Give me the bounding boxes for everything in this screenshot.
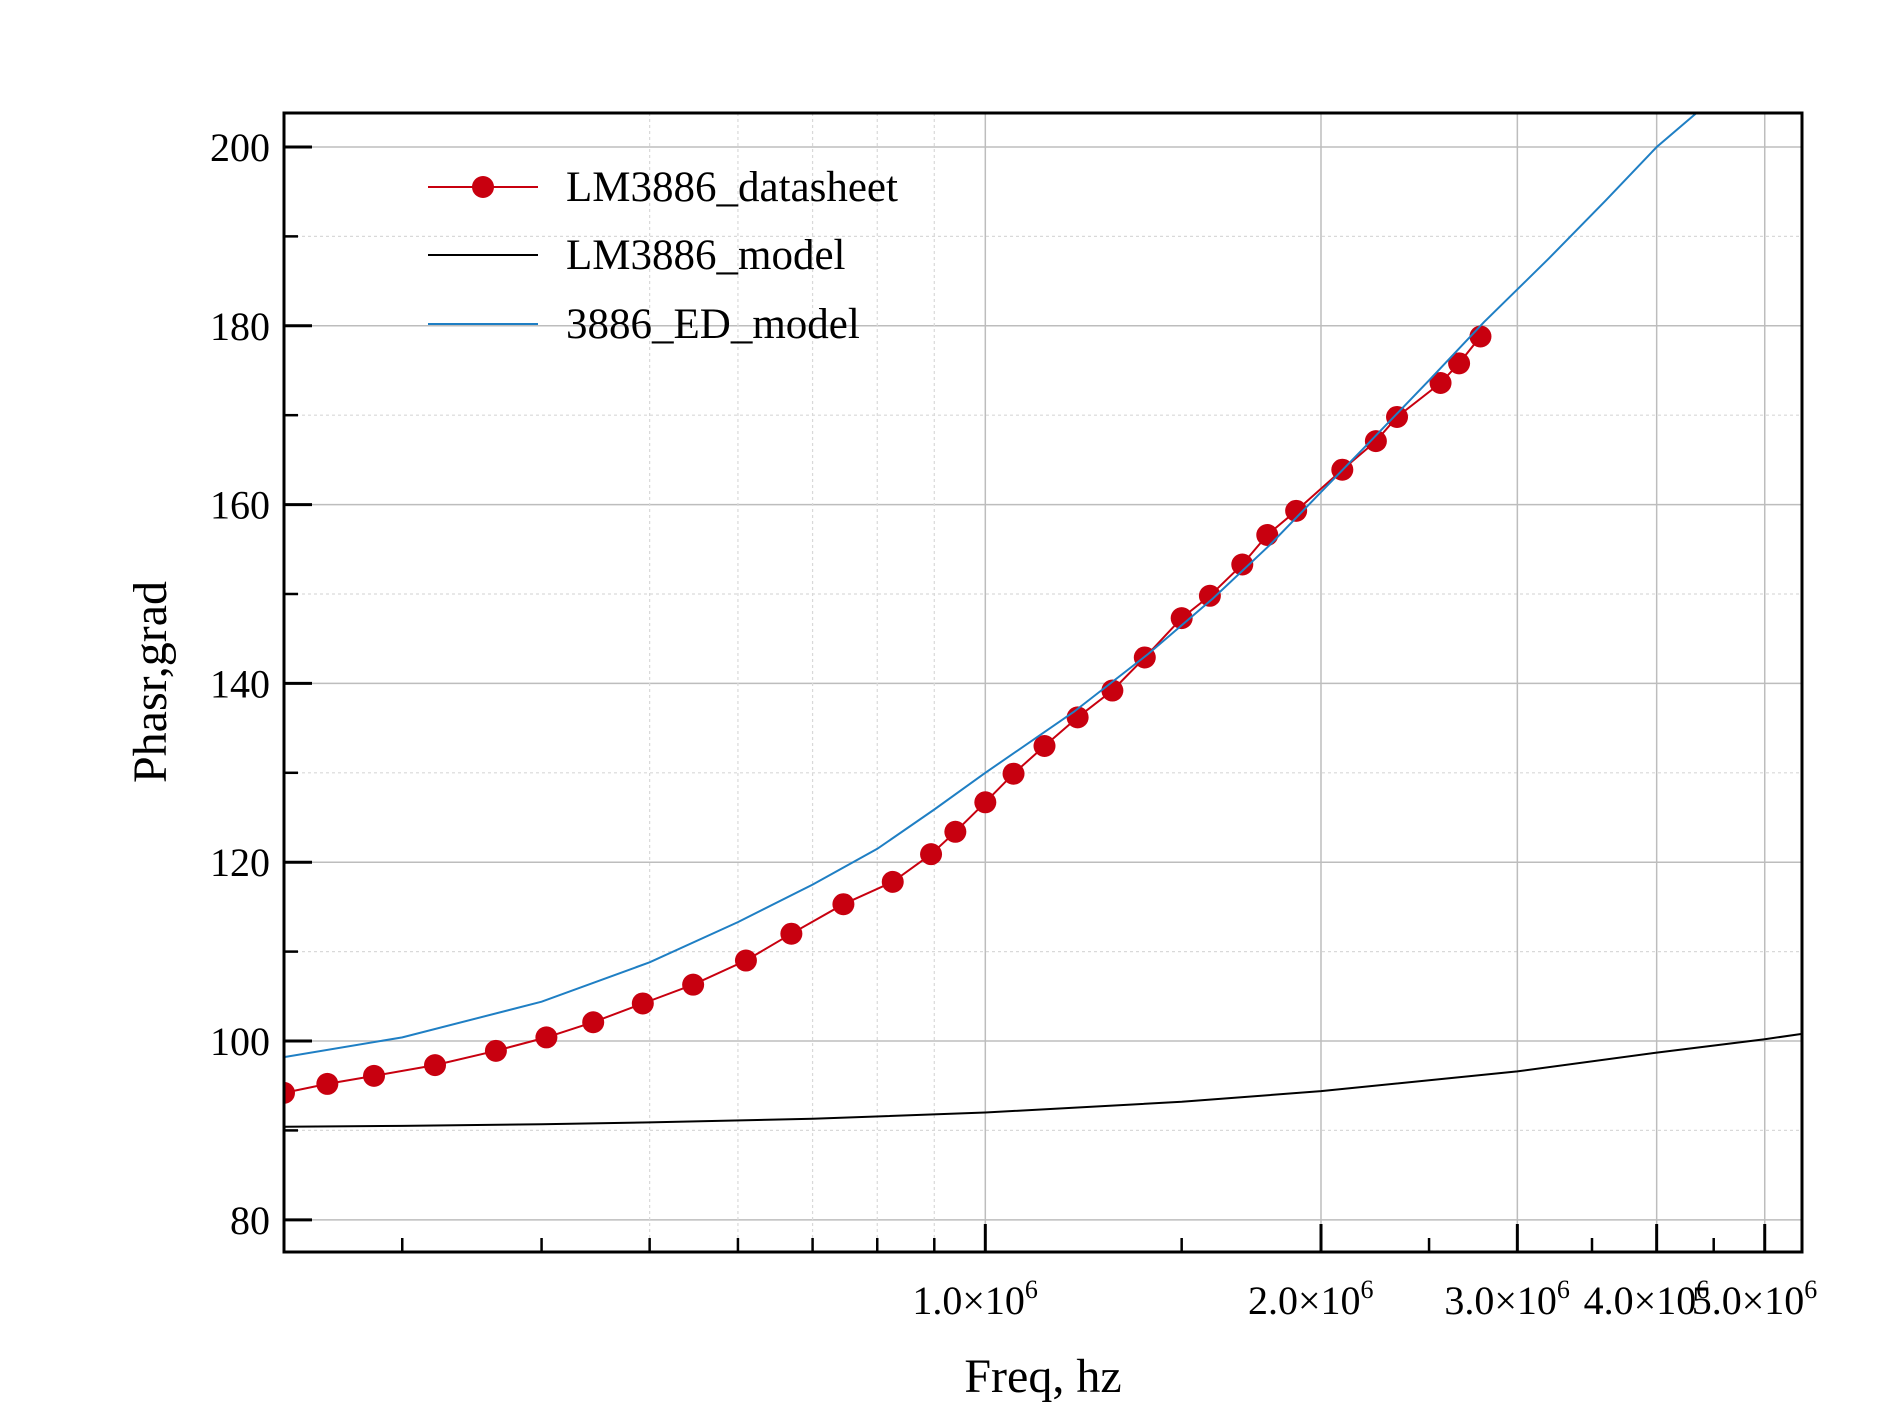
data-point-LM3886_datasheet — [734, 949, 757, 972]
x-tick-label: 2.0×106 — [1248, 1275, 1374, 1323]
x-tick-label: 1.0×106 — [912, 1275, 1038, 1323]
x-axis-title: Freq, hz — [964, 1350, 1121, 1403]
tick-label-layer: 80 100 120 140 160 180 200 1.0×106 2.0×106 3.0×10… — [210, 125, 1817, 1323]
data-point-LM3886_datasheet — [316, 1072, 339, 1095]
grid-layer — [284, 113, 1802, 1252]
data-point-LM3886_datasheet — [920, 843, 943, 866]
x-tick-label: 5.0×106 — [1692, 1275, 1818, 1323]
series-layer — [284, 113, 1802, 1128]
data-point-LM3886_datasheet — [535, 1026, 558, 1049]
data-point-LM3886_datasheet — [682, 973, 705, 996]
series-line-3886_ED_model — [284, 113, 1699, 1059]
y-tick-label: 120 — [210, 840, 270, 885]
data-point-LM3886_datasheet — [780, 922, 803, 945]
data-point-LM3886_datasheet — [1170, 607, 1193, 630]
y-tick-label: 80 — [230, 1198, 270, 1243]
data-point-LM3886_datasheet — [1469, 325, 1492, 348]
y-tick-label: 160 — [210, 483, 270, 528]
data-point-LM3886_datasheet — [881, 870, 904, 893]
y-tick-label: 140 — [210, 661, 270, 706]
data-point-LM3886_datasheet — [1256, 523, 1279, 546]
data-point-LM3886_datasheet — [1002, 762, 1025, 785]
data-point-LM3886_datasheet — [832, 893, 855, 916]
legend-label-1: LM3886_model — [566, 232, 846, 279]
y-axis-title: Phasr,grad — [124, 581, 177, 783]
data-point-LM3886_datasheet — [631, 992, 654, 1015]
data-point-LM3886_datasheet — [284, 1081, 295, 1104]
x-tick-label: 3.0×106 — [1444, 1275, 1570, 1323]
legend-label-2: 3886_ED_model — [566, 301, 860, 348]
tick-layer — [284, 145, 1767, 1252]
legend-label-0: LM3886_datasheet — [566, 164, 898, 211]
data-point-LM3886_datasheet — [1364, 430, 1387, 453]
y-tick-label: 200 — [210, 125, 270, 170]
data-point-LM3886_datasheet — [1448, 352, 1471, 375]
data-point-LM3886_datasheet — [1198, 584, 1221, 607]
data-point-LM3886_datasheet — [484, 1039, 507, 1062]
data-point-LM3886_datasheet — [974, 791, 997, 814]
y-tick-label: 100 — [210, 1019, 270, 1064]
data-point-LM3886_datasheet — [1429, 371, 1452, 394]
data-point-LM3886_datasheet — [1386, 405, 1409, 428]
data-point-LM3886_datasheet — [944, 820, 967, 843]
data-point-LM3886_datasheet — [582, 1011, 605, 1034]
x-tick-label: 4.0×106 — [1584, 1275, 1710, 1323]
legend: LM3886_datasheet LM3886_model 3886_ED_mo… — [428, 164, 898, 348]
data-point-LM3886_datasheet — [424, 1054, 447, 1077]
data-point-LM3886_datasheet — [1033, 734, 1056, 757]
series-line-LM3886_model — [284, 1032, 1802, 1128]
data-point-LM3886_datasheet — [1285, 499, 1308, 522]
data-point-LM3886_datasheet — [363, 1064, 386, 1087]
legend-swatch-marker-0 — [472, 176, 494, 198]
y-tick-label: 180 — [210, 304, 270, 349]
data-point-LM3886_datasheet — [1231, 553, 1254, 576]
